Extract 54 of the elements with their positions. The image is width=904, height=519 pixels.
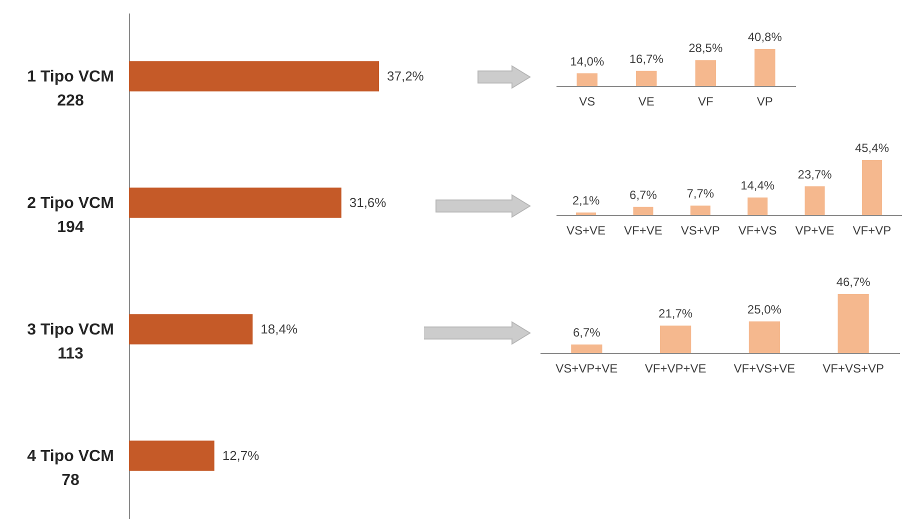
data-label: 37,2%: [387, 68, 424, 84]
bar: [748, 198, 768, 215]
data-label: 14,4%: [740, 178, 775, 193]
data-label: 25,0%: [747, 302, 782, 316]
data-label: 12,7%: [222, 448, 260, 463]
x-tick-label: VS+VE: [566, 224, 606, 238]
x-tick-label: VP+VE: [795, 224, 834, 238]
bar: [129, 61, 379, 92]
data-label: 28,5%: [688, 41, 723, 56]
x-tick-label: VP: [756, 94, 773, 108]
x-tick-label: VS: [579, 94, 596, 108]
x-tick-label: VF: [698, 94, 714, 108]
x-tick-label: VF+VS+VE: [734, 362, 796, 376]
bar: [129, 440, 214, 471]
y-tick-label: 1 Tipo VCM 228: [27, 68, 114, 110]
x-tick-label: VF+VE: [624, 224, 662, 238]
data-label: 16,7%: [629, 52, 664, 66]
y-tick-label: 4 Tipo VCM 78: [27, 448, 114, 489]
x-tick-label: VF+VS+VP: [822, 362, 884, 376]
data-label: 14,0%: [570, 54, 604, 68]
data-label: 40,8%: [748, 30, 782, 44]
data-label: 6,7%: [572, 326, 601, 340]
x-tick-label: VS+VP+VE: [556, 362, 618, 376]
bar: [804, 186, 825, 215]
y-tick-label: 2 Tipo VCM 194: [27, 194, 114, 236]
bar: [576, 212, 596, 215]
bar: [695, 60, 716, 86]
x-tick-label: VE: [638, 94, 654, 108]
data-label: 21,7%: [658, 306, 693, 321]
bar: [754, 49, 776, 86]
data-label: 23,7%: [798, 167, 832, 182]
bar: [862, 160, 882, 215]
x-tick-label: VF+VP: [852, 224, 892, 238]
bar: [660, 326, 692, 353]
bar: [748, 321, 780, 353]
y-tick-label: 3 Tipo VCM 113: [27, 321, 114, 362]
data-label: 2,1%: [572, 193, 600, 208]
data-label: 46,7%: [836, 275, 871, 289]
data-label: 31,6%: [349, 194, 387, 210]
data-label: 45,4%: [854, 141, 890, 155]
x-tick-label: VF+VP+VE: [644, 362, 706, 376]
bar: [633, 206, 654, 215]
bar: [838, 294, 869, 353]
x-tick-label: VS+VP: [680, 224, 720, 238]
bar: [636, 70, 657, 86]
bar: [571, 344, 602, 353]
data-label: 18,4%: [260, 321, 298, 336]
data-label: 7,7%: [686, 186, 714, 201]
x-tick-label: VF+VS: [738, 224, 777, 238]
bar: [129, 314, 253, 344]
bar: [576, 73, 598, 86]
bar: [129, 188, 342, 218]
bar: [690, 206, 710, 215]
data-label: 6,7%: [630, 188, 658, 202]
